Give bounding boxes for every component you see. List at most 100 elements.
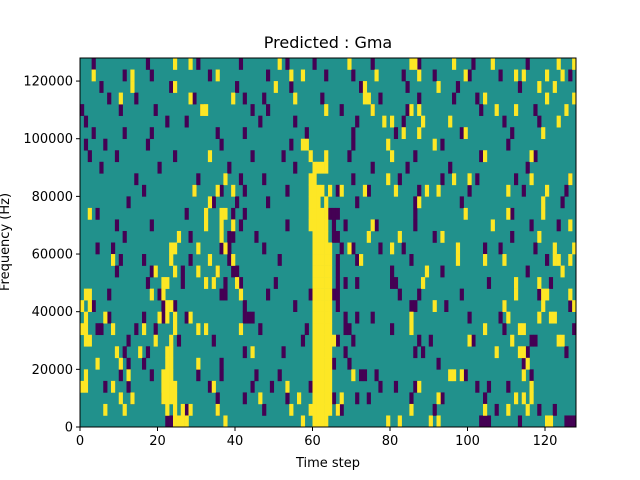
heatmap-cell-high: [417, 127, 422, 140]
heatmap-cell-low: [417, 58, 422, 70]
heatmap-cell-high: [320, 311, 325, 324]
heatmap-cell-high: [347, 242, 352, 255]
heatmap-cell-low: [262, 92, 267, 105]
heatmap-cell-high: [223, 173, 228, 186]
heatmap-cell-high: [452, 173, 457, 186]
heatmap-cell-high: [316, 369, 321, 382]
heatmap-cell-low: [506, 138, 511, 151]
heatmap-cell-high: [370, 104, 375, 116]
heatmap-cell-high: [494, 346, 499, 359]
heatmap-cell-low: [529, 219, 534, 232]
heatmap-cell-high: [417, 104, 422, 116]
heatmap-cell-high: [514, 277, 519, 289]
heatmap-cell-high: [324, 207, 329, 220]
heatmap-cell-high: [83, 334, 89, 347]
heatmap-cell-high: [80, 300, 85, 312]
heatmap-cell-high: [316, 161, 321, 174]
heatmap-cell-low: [413, 196, 418, 209]
heatmap-cell-low: [517, 415, 523, 428]
heatmap-cell-high: [463, 69, 468, 82]
heatmap-cell-high: [130, 69, 135, 82]
heatmap-cell-low: [273, 277, 278, 289]
heatmap-cell-high: [118, 392, 123, 405]
heatmap-cell-low: [475, 92, 480, 105]
heatmap-cell-high: [320, 346, 325, 359]
heatmap-cell-low: [308, 380, 313, 393]
y-tick-label: 20000: [32, 363, 73, 378]
heatmap-cell-low: [91, 300, 96, 312]
heatmap-cell-low: [227, 254, 232, 266]
heatmap-cell-low: [479, 104, 484, 116]
heatmap-cell-high: [409, 311, 414, 324]
heatmap-cell-high: [502, 254, 507, 266]
heatmap-cell-high: [300, 415, 306, 428]
y-tick-label: 120000: [23, 75, 73, 90]
heatmap-cell-high: [541, 288, 546, 301]
heatmap-cell-high: [483, 323, 488, 336]
heatmap-cell-high: [328, 254, 333, 266]
heatmap-cell-high: [180, 403, 185, 416]
heatmap-cell-low: [521, 184, 526, 197]
heatmap-cell-low: [184, 207, 189, 220]
heatmap-cell-high: [161, 277, 166, 289]
heatmap-cell-high: [300, 138, 306, 151]
heatmap-cell-high: [161, 392, 166, 405]
heatmap-cell-high: [382, 115, 387, 128]
heatmap-cell-low: [339, 403, 344, 416]
heatmap-cell-high: [320, 334, 325, 347]
heatmap-cell-high: [459, 369, 464, 382]
heatmap-cell-low: [142, 357, 147, 370]
heatmap-cell-high: [328, 357, 333, 370]
x-tick-label: 20: [149, 434, 166, 449]
heatmap-cell-low: [266, 104, 271, 116]
heatmap-cell-low: [359, 81, 364, 93]
heatmap-cell-high: [324, 288, 329, 301]
heatmap-cell-low: [281, 150, 286, 163]
heatmap-cell-high: [285, 380, 290, 393]
heatmap-cell-high: [165, 277, 170, 289]
heatmap-cell-high: [223, 242, 228, 255]
heatmap-cell-high: [572, 92, 577, 105]
heatmap-cell-high: [312, 415, 317, 428]
heatmap-cell-high: [424, 265, 430, 278]
heatmap-cell-high: [463, 207, 468, 220]
heatmap-cell-high: [320, 300, 325, 312]
heatmap-cell-low: [417, 184, 422, 197]
heatmap-cell-low: [142, 311, 147, 324]
heatmap-cell-low: [324, 69, 329, 82]
heatmap-cell-high: [436, 392, 441, 405]
heatmap-cell-high: [80, 380, 85, 393]
heatmap-cell-low: [235, 81, 240, 93]
heatmap-cell-low: [227, 242, 232, 255]
heatmap-cell-high: [231, 219, 236, 232]
heatmap-cell-low: [242, 311, 247, 324]
heatmap-cell-high: [316, 380, 321, 393]
heatmap-cell-low: [355, 254, 360, 266]
heatmap-cell-low: [459, 288, 464, 301]
heatmap-cell-low: [413, 207, 418, 220]
heatmap-cell-high: [312, 323, 317, 336]
heatmap-cell-low: [335, 184, 340, 197]
heatmap-cell-low: [517, 81, 523, 93]
heatmap-cell-high: [417, 196, 422, 209]
heatmap-cell-low: [250, 380, 255, 393]
heatmap-cell-high: [165, 369, 170, 382]
heatmap-cell-low: [452, 92, 457, 105]
heatmap-cell-high: [347, 58, 352, 70]
heatmap-cell-low: [537, 115, 542, 128]
heatmap-cell-low: [169, 81, 174, 93]
heatmap-cell-high: [521, 346, 526, 359]
heatmap-cell-high: [572, 300, 577, 312]
heatmap-cell-low: [219, 242, 224, 255]
heatmap-cell-high: [467, 334, 472, 347]
y-tick-label: 0: [65, 421, 73, 436]
heatmap-cell-high: [560, 69, 565, 82]
heatmap-cell-low: [134, 323, 139, 336]
heatmap-cell-high: [173, 58, 178, 70]
heatmap-cell-high: [328, 288, 333, 301]
heatmap-cell-high: [161, 380, 166, 393]
heatmap-cell-high: [436, 81, 441, 93]
heatmap-cell-low: [533, 150, 538, 163]
heatmap-cell-low: [572, 323, 577, 336]
heatmap-cell-high: [111, 380, 116, 393]
